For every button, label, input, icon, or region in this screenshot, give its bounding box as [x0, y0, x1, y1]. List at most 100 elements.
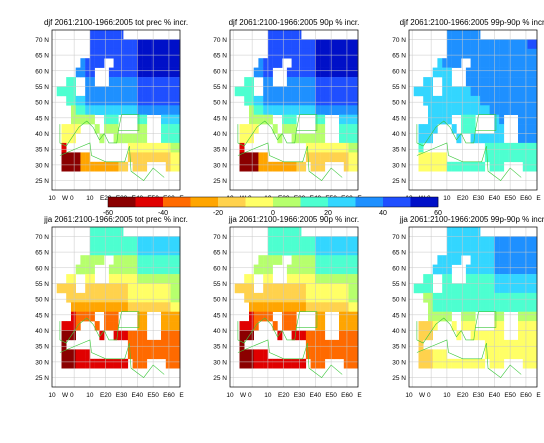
grid-cell	[296, 236, 302, 247]
lon-tick-label: W 0	[62, 392, 74, 399]
grid-cell	[480, 161, 486, 172]
grid-cell	[99, 48, 105, 59]
grid-cell	[282, 321, 288, 331]
grid-cell	[518, 67, 523, 78]
grid-cell	[267, 48, 273, 59]
grid-cell	[286, 283, 292, 294]
grid-cell	[137, 48, 143, 59]
grid-cell	[480, 283, 486, 294]
grid-cell	[175, 321, 181, 331]
grid-cell	[503, 58, 509, 68]
grid-cell	[296, 95, 302, 106]
grid-cell	[532, 349, 538, 360]
grid-cell	[348, 255, 354, 265]
lat-tick-label: 55 N	[392, 281, 406, 288]
grid-cell	[99, 39, 105, 50]
grid-cell	[465, 274, 471, 284]
grid-cell	[165, 58, 171, 68]
grid-cell	[339, 152, 344, 163]
grid-cell	[104, 292, 110, 303]
grid-cell	[451, 58, 457, 68]
grid-cell	[175, 77, 181, 87]
grid-cell	[320, 311, 326, 322]
lat-tick-label: 60 N	[213, 68, 227, 75]
lon-tick-label: E	[357, 392, 362, 399]
grid-cell	[522, 86, 528, 97]
grid-cell	[170, 255, 176, 265]
lat-tick-label: 45 N	[213, 115, 227, 122]
lon-tick-label: E60	[163, 392, 175, 399]
grid-cell	[71, 114, 76, 125]
grid-cell	[437, 292, 443, 303]
grid-cell	[418, 161, 424, 172]
grid-cell	[310, 95, 316, 106]
grid-cell	[446, 255, 452, 265]
grid-cell	[127, 133, 133, 144]
grid-cell	[170, 152, 176, 163]
grid-cell	[170, 114, 176, 125]
grid-cell	[494, 255, 500, 265]
coastline	[416, 114, 497, 147]
grid-cell	[324, 292, 330, 303]
grid-cell	[343, 86, 349, 97]
grid-cell	[503, 105, 509, 115]
grid-cell	[249, 124, 254, 134]
grid-cell	[161, 77, 166, 87]
grid-cell	[465, 105, 471, 115]
grid-cell	[286, 292, 292, 303]
grid-cell	[161, 58, 166, 68]
grid-cell	[142, 255, 148, 265]
grid-cell	[315, 321, 321, 331]
grid-cell	[113, 245, 119, 256]
grid-cell	[161, 255, 166, 265]
grid-cell	[132, 302, 138, 312]
grid-cell	[522, 339, 528, 350]
grid-cell	[161, 302, 166, 312]
panel-frame	[51, 226, 181, 388]
lon-tick-label: E40	[489, 392, 501, 399]
grid-cell	[353, 86, 359, 97]
grid-cell	[310, 161, 316, 172]
grid-cell	[108, 245, 114, 256]
grid-cell	[305, 39, 311, 50]
grid-cell	[470, 58, 476, 68]
grid-cell	[142, 152, 148, 163]
grid-cell	[437, 105, 443, 115]
grid-cell	[343, 302, 349, 312]
grid-cell	[253, 124, 259, 134]
grid-cell	[527, 302, 533, 312]
grid-cell	[151, 86, 157, 97]
grid-cell	[494, 311, 500, 322]
grid-cell	[465, 358, 471, 369]
grid-cell	[71, 358, 76, 369]
grid-cell	[296, 58, 302, 68]
grid-cell	[137, 264, 143, 275]
grid-cell	[291, 311, 297, 322]
grid-cell	[286, 48, 292, 59]
grid-cell	[89, 67, 95, 78]
grid-cell	[75, 292, 81, 303]
grid-cell	[142, 283, 148, 294]
coastline	[59, 142, 165, 182]
grid-cell	[71, 302, 76, 312]
grid-cell	[446, 105, 452, 115]
grid-cell	[320, 349, 326, 360]
grid-cell	[353, 358, 359, 369]
grid-cell	[94, 58, 100, 68]
grid-cell	[296, 274, 302, 284]
grid-cell	[456, 330, 462, 341]
grid-cell	[291, 302, 297, 312]
grid-cell	[315, 264, 321, 275]
grid-cell	[522, 161, 528, 172]
grid-cell	[123, 105, 129, 115]
grid-cell	[348, 236, 354, 247]
grid-cell	[170, 349, 176, 360]
grid-cell	[305, 105, 311, 115]
grid-cell	[80, 67, 86, 78]
grid-cell	[108, 311, 114, 322]
grid-cell	[258, 302, 264, 312]
grid-cell	[315, 349, 321, 360]
grid-cell	[522, 292, 528, 303]
grid-cell	[108, 30, 114, 40]
grid-cell	[320, 95, 326, 106]
